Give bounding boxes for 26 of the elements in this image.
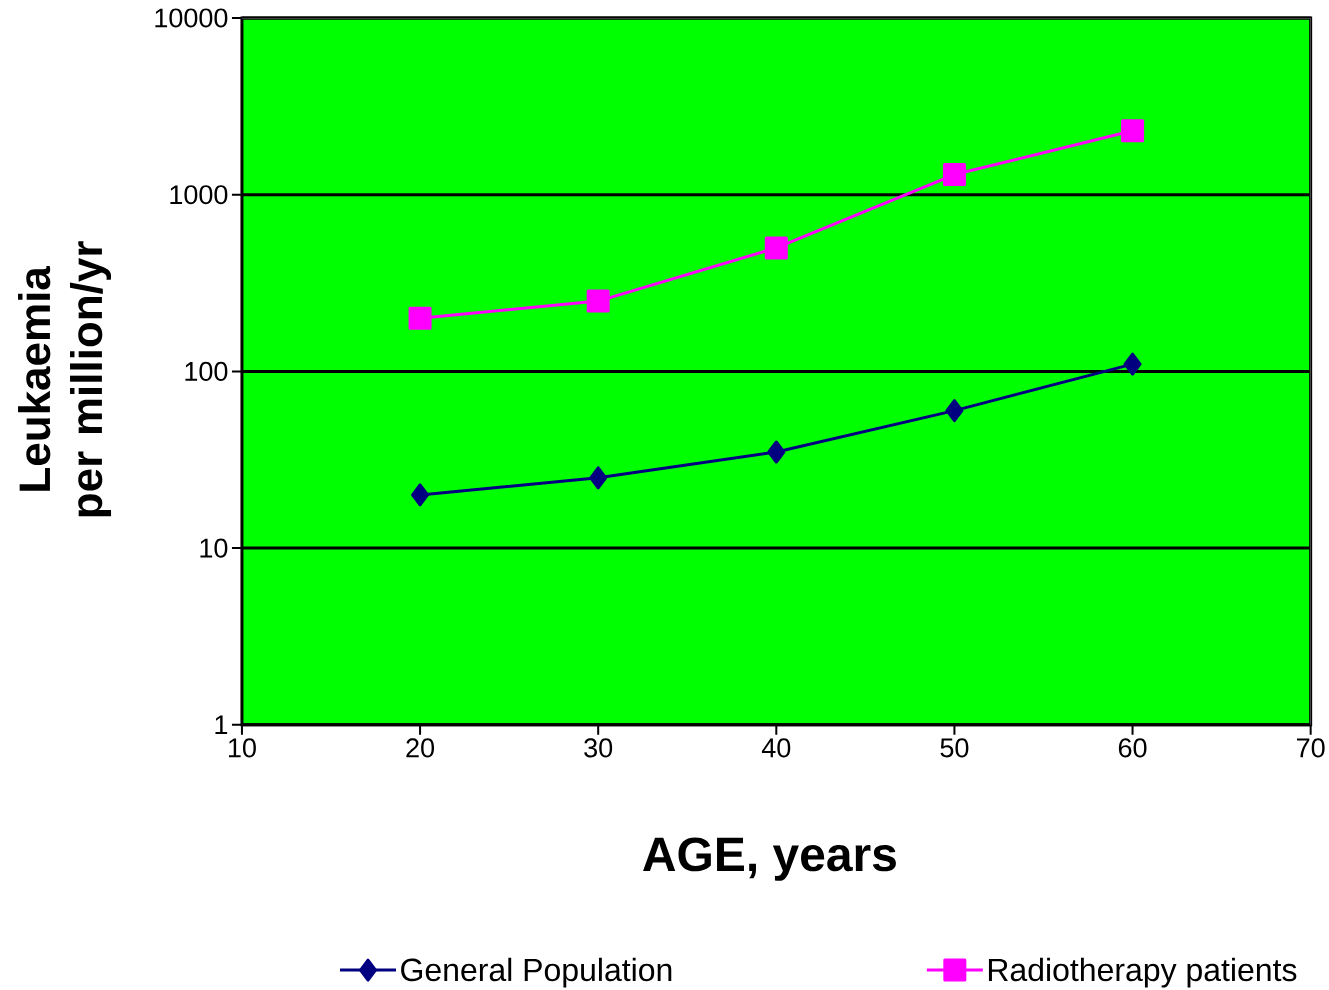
x-tick-label: 50 xyxy=(940,738,969,758)
x-tick-label: 30 xyxy=(584,738,613,758)
point xyxy=(1121,119,1145,143)
y-tick-label: 100 xyxy=(185,361,228,382)
x-tick-label: 10 xyxy=(228,738,256,758)
point xyxy=(589,466,608,490)
point xyxy=(1123,352,1142,376)
x-tick-label: 40 xyxy=(761,738,791,758)
legend-label: General Population xyxy=(401,957,672,988)
y-tick-label: 10 xyxy=(200,538,228,558)
y-tick-label: 1000 xyxy=(170,185,228,205)
point xyxy=(408,306,432,330)
x-axis-title: AGE, years xyxy=(643,837,896,881)
x-tick-label: 70 xyxy=(1297,738,1325,758)
legend-label: Radiotherapy patients xyxy=(988,957,1297,988)
point xyxy=(942,163,966,187)
x-tick-label: 20 xyxy=(406,738,435,758)
point xyxy=(764,236,788,260)
point xyxy=(411,483,430,507)
point xyxy=(767,440,786,464)
x-tick-label: 60 xyxy=(1118,738,1147,758)
point xyxy=(586,289,610,313)
point xyxy=(945,399,964,423)
y-axis-title: Leukaemia per million/yr xyxy=(18,241,112,517)
y-tick-label: 10000 xyxy=(155,8,228,28)
y-tick-label: 1 xyxy=(215,715,228,735)
